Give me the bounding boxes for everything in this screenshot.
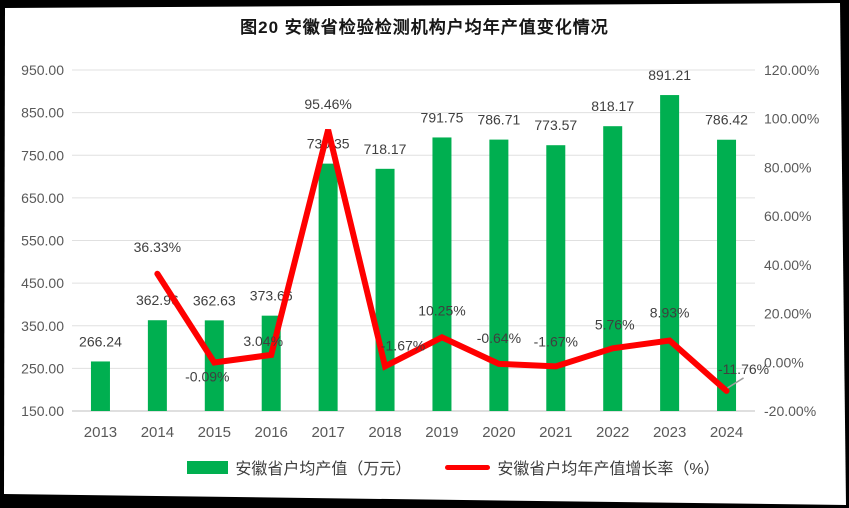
line-series-swatch (445, 464, 491, 470)
bar (432, 137, 452, 412)
bar-value-label: 786.71 (477, 112, 520, 128)
x-axis-label: 2014 (141, 424, 174, 441)
left-axis-tick: 950.00 (21, 62, 64, 78)
bar-value-label: 891.21 (648, 67, 691, 83)
left-axis-tick: 550.00 (21, 233, 64, 249)
right-axis-tick: 40.00% (764, 257, 811, 273)
line-value-label: -0.09% (185, 369, 229, 385)
line-value-label: 5.76% (595, 316, 635, 332)
line-value-label: -1.67% (381, 337, 425, 353)
bar (147, 320, 167, 411)
left-axis-tick: 350.00 (21, 318, 64, 334)
left-axis-tick: 750.00 (21, 147, 64, 163)
x-axis-label: 2022 (596, 424, 629, 441)
bar-value-label: 786.42 (705, 112, 748, 128)
bar-value-label: 818.17 (591, 98, 634, 114)
bar (546, 145, 566, 411)
x-axis-label: 2023 (653, 424, 686, 441)
right-axis-tick: 20.00% (764, 306, 811, 322)
legend-item-line-series: 安徽省户均年产值增长率（%） (445, 455, 720, 479)
right-axis-tick: 120.00% (764, 62, 819, 78)
left-axis-tick: 850.00 (21, 105, 64, 121)
line-value-label: -0.64% (477, 330, 521, 346)
chart-legend: 安徽省户均产值（万元） 安徽省户均年产值增长率（%） (4, 455, 846, 479)
bar-series-swatch (187, 460, 229, 474)
right-axis-tick: -20.00% (764, 403, 816, 419)
bar-value-label: 373.66 (250, 288, 293, 304)
right-axis-tick: 80.00% (764, 159, 811, 175)
line-value-label: 36.33% (134, 239, 181, 255)
x-axis-label: 2024 (710, 424, 743, 441)
x-axis-label: 2016 (255, 424, 288, 441)
bar-value-label: 773.57 (534, 117, 577, 133)
x-axis-label: 2019 (425, 424, 458, 441)
x-axis-label: 2013 (84, 424, 117, 441)
x-axis-label: 2017 (311, 424, 344, 441)
legend-item-bar-series: 安徽省户均产值（万元） (187, 455, 411, 479)
left-axis-tick: 250.00 (21, 360, 64, 376)
growth-line (154, 129, 730, 394)
line-value-label: 10.25% (418, 302, 465, 318)
bar (717, 139, 737, 412)
right-axis-tick: 100.00% (764, 111, 819, 127)
right-axis-tick: 60.00% (764, 208, 811, 224)
bar-value-label: 362.63 (193, 292, 236, 308)
bar-value-label: 730.35 (307, 136, 350, 152)
right-axis-tick: 0.00% (764, 354, 804, 370)
line-value-label: 3.04% (243, 333, 283, 349)
line-value-label: -11.76% (718, 361, 769, 377)
bar (375, 168, 395, 411)
legend-label-line-series: 安徽省户均年产值增长率（%） (497, 461, 720, 478)
bar (489, 139, 509, 411)
left-axis-tick: 450.00 (21, 275, 64, 291)
line-value-label: -1.67% (534, 333, 578, 349)
line-value-label: 95.46% (304, 96, 351, 112)
left-axis-tick: 150.00 (21, 403, 64, 419)
line-value-label: 8.93% (650, 305, 690, 321)
legend-label-bar-series: 安徽省户均产值（万元） (235, 461, 412, 478)
chart-title: 图20 安徽省检验检测机构户均年产值变化情况 (240, 18, 609, 37)
x-axis-label: 2021 (539, 424, 572, 441)
x-axis-label: 2018 (368, 424, 401, 441)
label-leader-line (727, 377, 744, 389)
left-axis-tick: 650.00 (21, 190, 64, 206)
bar (660, 95, 680, 411)
bar-value-label: 718.17 (364, 141, 407, 157)
x-axis-label: 2015 (198, 424, 231, 441)
bar-value-label: 791.75 (421, 109, 464, 125)
bar (318, 163, 338, 411)
bar-value-label: 266.24 (79, 333, 122, 349)
bar (204, 320, 224, 411)
bar (90, 361, 110, 411)
x-axis-label: 2020 (482, 424, 515, 441)
bar (603, 126, 623, 411)
